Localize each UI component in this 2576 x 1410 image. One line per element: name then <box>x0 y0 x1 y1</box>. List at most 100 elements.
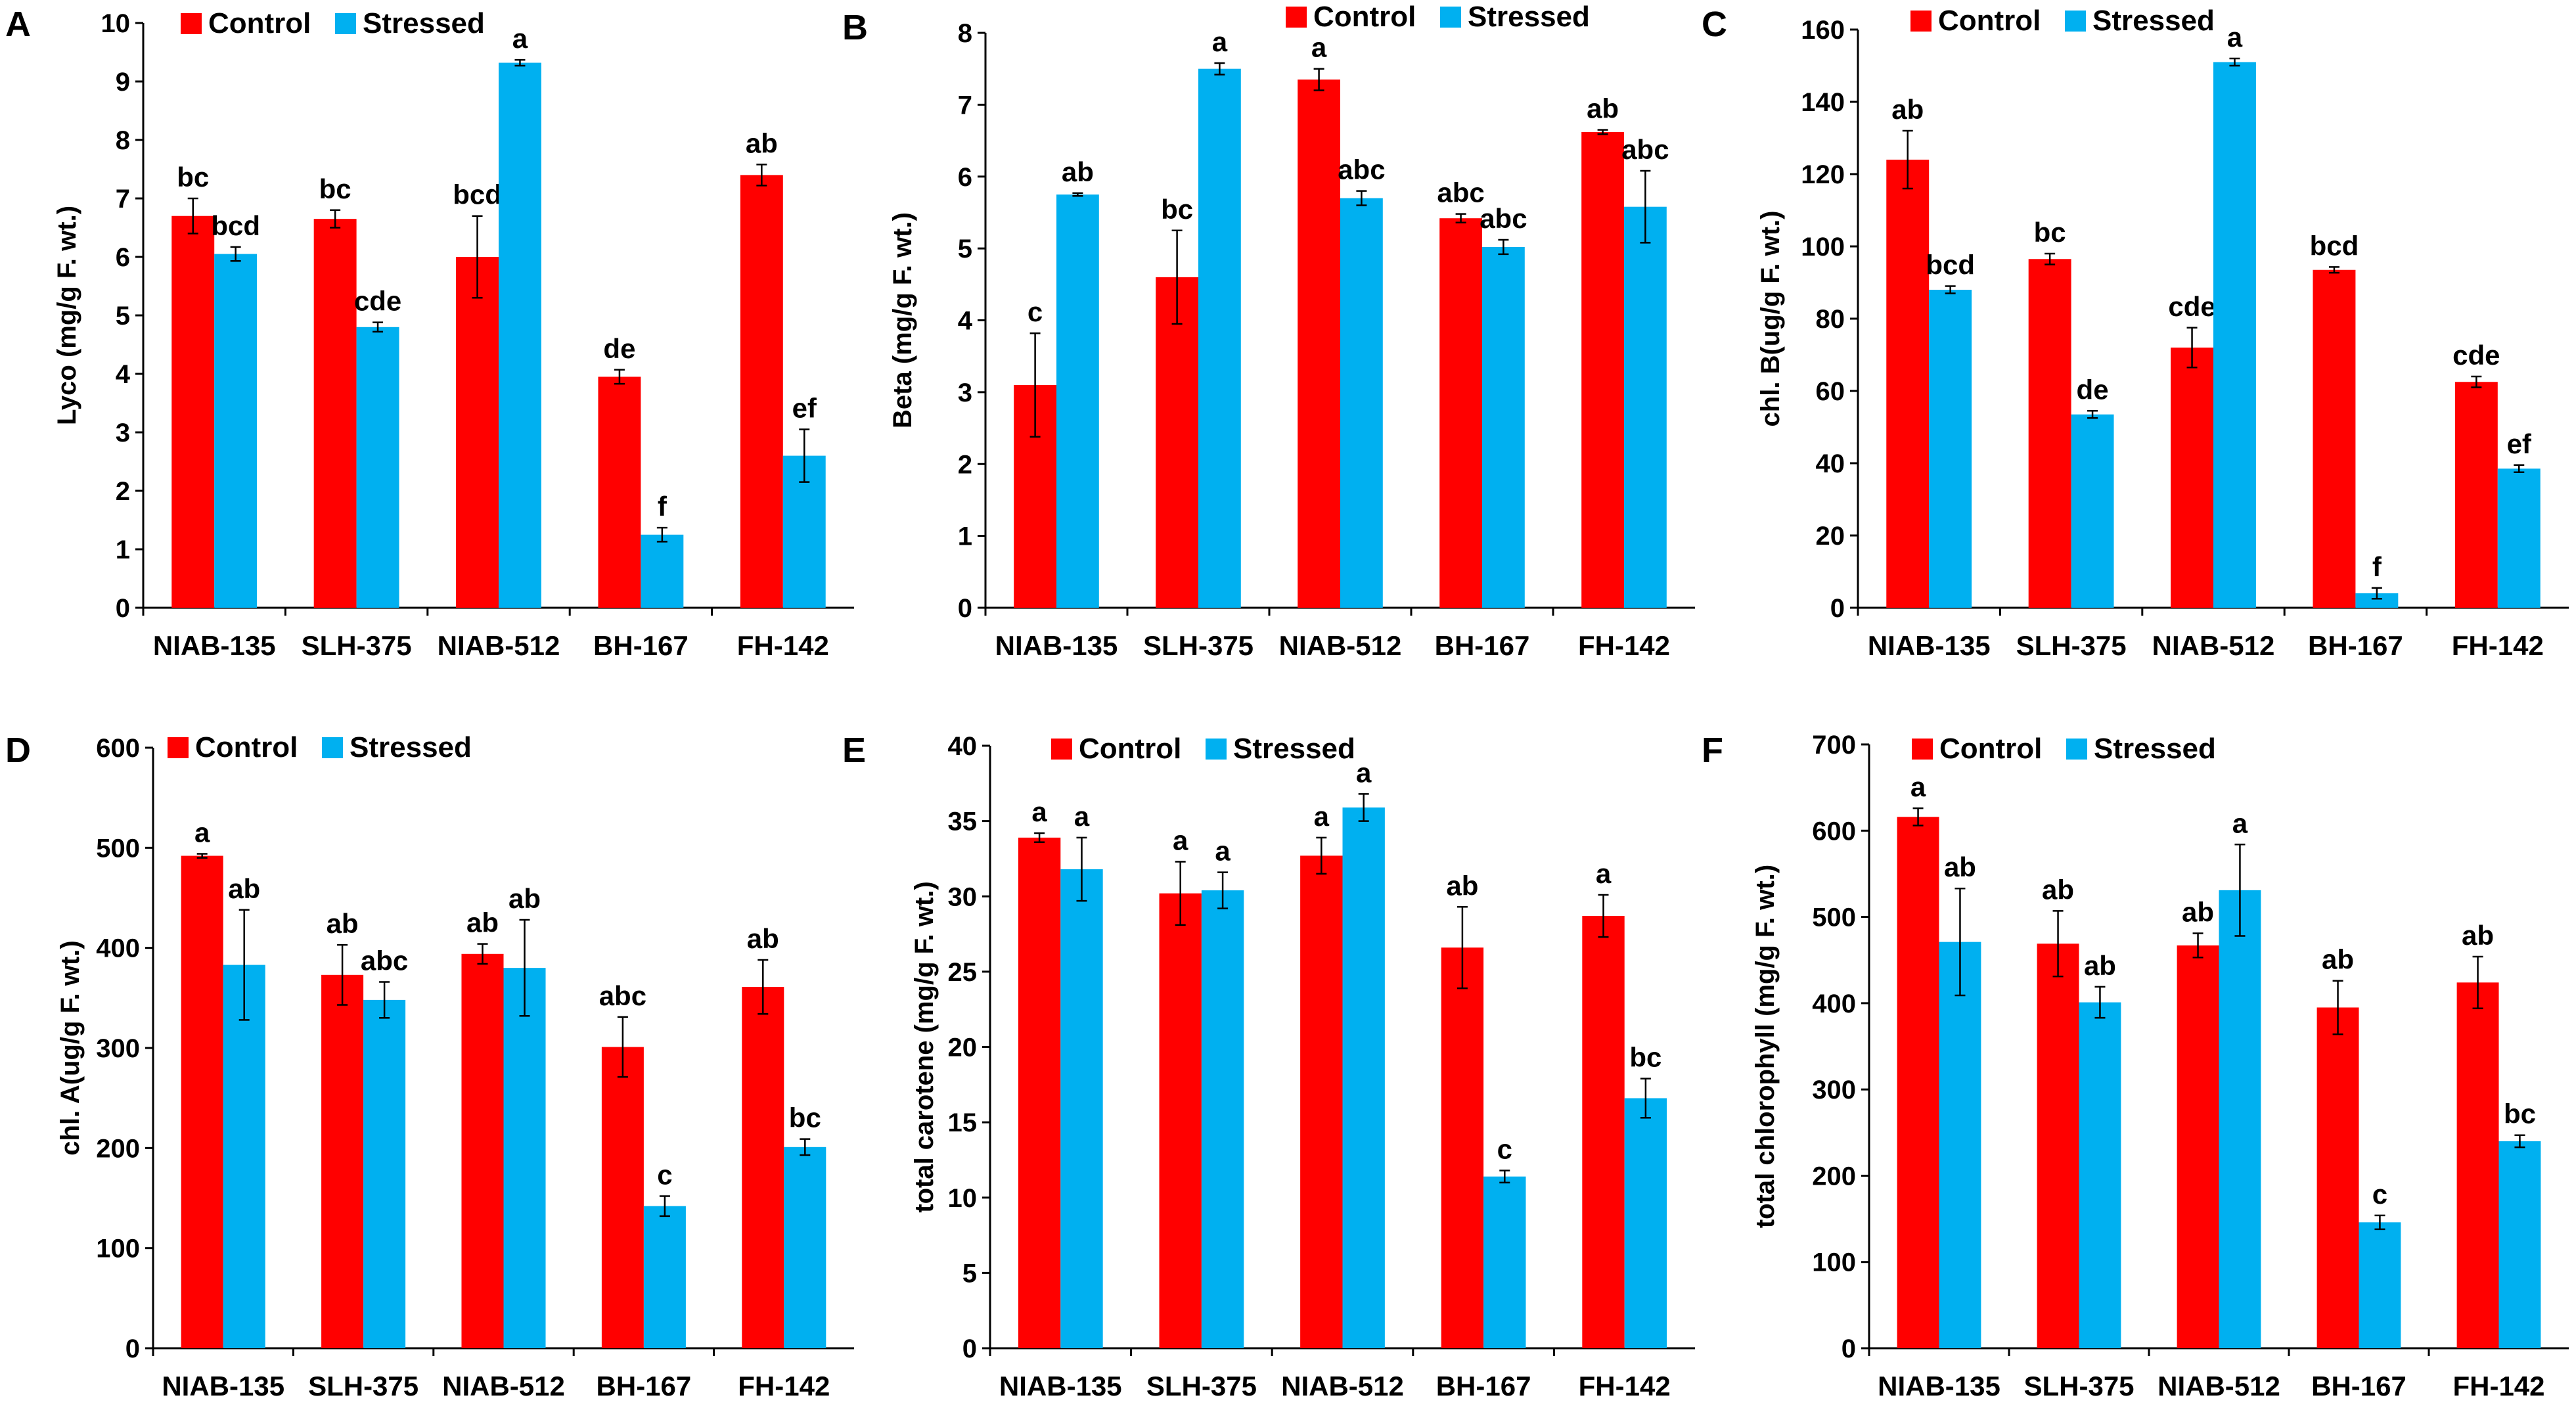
bar-stressed-fh-142 <box>1624 206 1667 608</box>
x-tick-label: BH-167 <box>2308 630 2403 661</box>
legend-label-control: Control <box>1938 5 2041 37</box>
y-tick-label: 400 <box>1812 989 1856 1018</box>
y-tick-label: 1 <box>958 522 972 551</box>
legend-label-control: Control <box>195 731 298 763</box>
bar-control-fh-142 <box>2454 382 2498 608</box>
significance-label: a <box>1596 858 1612 889</box>
y-tick-label: 200 <box>96 1134 140 1163</box>
y-tick-label: 700 <box>1812 731 1856 760</box>
y-axis-label: Lyco (mg/g F. wt.) <box>53 206 81 425</box>
chart-panel-b: B 0 1 2 3 4 5 6 7 8 Beta (mg/g F. wt.) NIAB-135 c ab S… <box>842 1 1695 661</box>
bar-control-fh-142 <box>742 987 784 1348</box>
bar-control-bh-167 <box>2313 269 2356 608</box>
bar-control-slh-375 <box>1159 893 1202 1348</box>
y-tick-label: 1 <box>116 535 130 564</box>
legend: Control Stressed <box>1051 733 1355 765</box>
bar-control-slh-375 <box>2037 944 2079 1348</box>
y-tick-label: 160 <box>1801 16 1845 45</box>
y-tick-label: 10 <box>101 9 131 38</box>
bar-control-niab-512 <box>1300 855 1343 1348</box>
significance-label: bc <box>177 162 209 193</box>
legend-label-control: Control <box>208 7 311 39</box>
legend-label-stressed: Stressed <box>1468 1 1590 33</box>
legend-swatch-stressed <box>1206 739 1227 760</box>
legend-swatch-control <box>168 737 189 758</box>
panel-letter: B <box>842 8 868 47</box>
bar-stressed-niab-512 <box>499 62 541 608</box>
bar-stressed-slh-375 <box>363 999 406 1348</box>
significance-label: abc <box>599 980 646 1011</box>
significance-label: abc <box>1437 177 1484 208</box>
y-tick-label: 2 <box>116 477 130 506</box>
significance-label: abc <box>1338 154 1385 185</box>
significance-label: a <box>194 817 210 848</box>
bar-control-bh-167 <box>1439 218 1482 608</box>
significance-label: ab <box>2042 874 2074 905</box>
bar-control-fh-142 <box>740 175 783 608</box>
x-tick-label: SLH-375 <box>1146 1371 1257 1401</box>
legend-label-control: Control <box>1079 733 1181 765</box>
x-tick-label: FH-142 <box>2452 1371 2544 1401</box>
bar-stressed-fh-142 <box>2497 468 2541 608</box>
bar-stressed-fh-142 <box>784 1147 826 1348</box>
y-tick-label: 4 <box>958 307 973 336</box>
x-tick-label: BH-167 <box>593 630 689 661</box>
legend-swatch-stressed <box>322 737 343 758</box>
significance-label: abc <box>1480 203 1527 234</box>
bar-control-niab-512 <box>2177 945 2219 1348</box>
y-tick-label: 200 <box>1812 1162 1856 1191</box>
y-tick-label: 15 <box>948 1108 978 1137</box>
y-axis-label: Beta (mg/g F. wt.) <box>888 212 917 428</box>
y-tick-label: 40 <box>948 732 978 761</box>
x-tick-label: BH-167 <box>2311 1371 2407 1401</box>
significance-label: ab <box>327 908 359 939</box>
significance-label: a <box>1314 801 1330 832</box>
bar-control-bh-167 <box>1441 947 1484 1348</box>
x-tick-label: NIAB-512 <box>1281 1371 1404 1401</box>
y-tick-label: 0 <box>125 1334 140 1363</box>
y-tick-label: 4 <box>116 360 131 389</box>
significance-label: de <box>2077 374 2109 405</box>
bar-stressed-slh-375 <box>1201 890 1244 1348</box>
x-tick-label: FH-142 <box>1579 1371 1671 1401</box>
y-tick-label: 6 <box>958 163 972 192</box>
y-tick-label: 40 <box>1816 449 1845 478</box>
significance-label: ab <box>1062 156 1094 187</box>
y-tick-label: 140 <box>1801 88 1845 117</box>
bar-stressed-niab-135 <box>1060 869 1103 1348</box>
significance-label: ab <box>2084 950 2116 981</box>
y-tick-label: 5 <box>962 1259 977 1288</box>
bar-stressed-niab-135 <box>214 254 258 608</box>
y-tick-label: 600 <box>1812 817 1856 846</box>
significance-label: bc <box>2034 217 2066 248</box>
y-tick-label: 100 <box>96 1235 140 1263</box>
significance-label: a <box>1173 825 1188 856</box>
significance-label: c <box>2372 1179 2387 1210</box>
y-tick-label: 3 <box>116 419 130 447</box>
bar-stressed-bh-167 <box>641 534 684 608</box>
bar-control-niab-512 <box>2171 348 2213 608</box>
bar-control-niab-135 <box>181 855 223 1348</box>
x-tick-label: NIAB-512 <box>2158 1371 2280 1401</box>
y-tick-label: 60 <box>1816 377 1845 406</box>
chart-panel-c: C 0 20 40 60 80 100 120 140 160 chl. B(ug/g F. wt.… <box>1702 5 2569 661</box>
significance-label: a <box>1910 771 1926 802</box>
panel-letter: C <box>1702 5 1727 44</box>
bar-stressed-slh-375 <box>2079 1002 2121 1348</box>
y-tick-label: 7 <box>958 91 972 120</box>
significance-label: bcd <box>453 179 502 210</box>
bar-control-fh-142 <box>1582 916 1625 1348</box>
legend: Control Stressed <box>1912 733 2216 765</box>
significance-label: bc <box>1629 1042 1661 1073</box>
x-tick-label: SLH-375 <box>2023 1371 2134 1401</box>
significance-label: bcd <box>2310 230 2359 261</box>
legend: Control Stressed <box>1286 1 1590 33</box>
significance-label: ef <box>2507 428 2532 459</box>
bar-stressed-niab-135 <box>1929 290 1972 608</box>
legend-label-control: Control <box>1939 733 2042 765</box>
y-tick-label: 600 <box>96 734 140 763</box>
legend-swatch-control <box>1910 11 1932 32</box>
x-tick-label: SLH-375 <box>2016 630 2127 661</box>
bar-control-niab-135 <box>171 216 215 608</box>
